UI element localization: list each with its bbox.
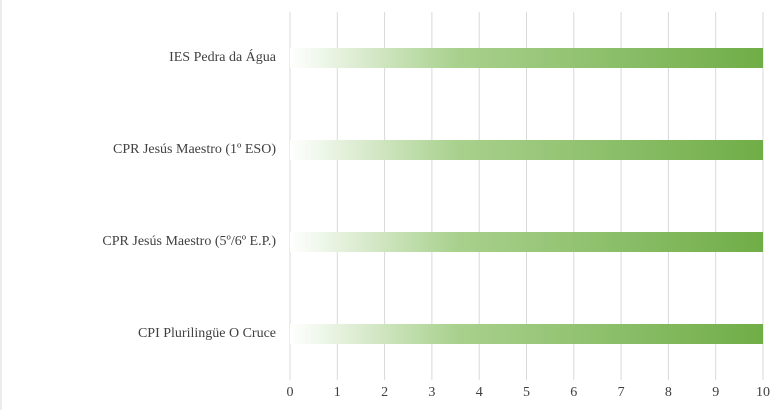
x-tick-label: 9 bbox=[712, 385, 719, 400]
x-tick-label: 2 bbox=[381, 385, 388, 400]
x-tick-label: 7 bbox=[618, 385, 625, 400]
y-tick-label: IES Pedra da Água bbox=[169, 48, 277, 65]
x-tick-label: 1 bbox=[334, 385, 341, 400]
x-tick-label: 10 bbox=[756, 385, 770, 400]
bar bbox=[290, 48, 763, 68]
x-tick-label: 5 bbox=[523, 385, 530, 400]
bar bbox=[290, 232, 763, 252]
y-tick-label: CPR Jesús Maestro (5º/6º E.P.) bbox=[102, 234, 276, 249]
bar bbox=[290, 324, 763, 344]
y-tick-label: CPR Jesús Maestro (1º ESO) bbox=[113, 142, 276, 157]
x-tick-label: 6 bbox=[570, 385, 577, 400]
x-tick-label: 3 bbox=[428, 385, 435, 400]
x-tick-label: 8 bbox=[665, 385, 672, 400]
x-tick-label: 4 bbox=[476, 385, 483, 400]
y-tick-label: CPI Plurilingüe O Cruce bbox=[138, 326, 276, 341]
x-tick-label: 0 bbox=[287, 385, 294, 400]
bar bbox=[290, 140, 763, 160]
